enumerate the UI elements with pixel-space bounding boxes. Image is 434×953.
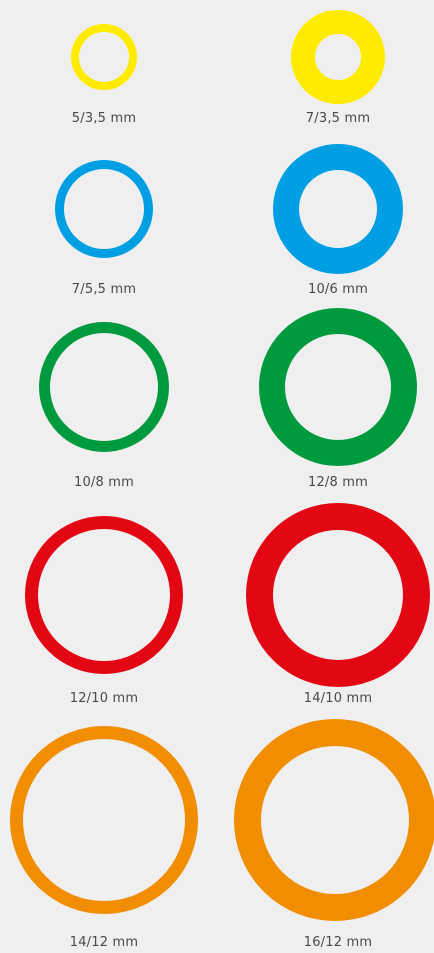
size-label-14-10: 14/10 mm [303,691,373,706]
ring-7-5-5 [55,160,153,258]
size-label-10-6: 10/6 mm [307,282,369,297]
ring-14-12 [10,726,198,914]
ring-10-8 [39,322,169,452]
size-label-10-8: 10/8 mm [73,475,135,490]
size-label-12-10: 12/10 mm [69,691,139,706]
size-label-14-12: 14/12 mm [69,935,139,950]
ring-14-10 [246,503,430,687]
size-label-5-3-5: 5/3,5 mm [71,111,137,126]
size-label-7-3-5: 7/3,5 mm [305,111,371,126]
ring-12-10 [25,516,183,674]
size-label-16-12: 16/12 mm [303,935,373,950]
ring-10-6 [273,144,403,274]
ring-12-8 [259,308,417,466]
size-label-7-5-5: 7/5,5 mm [71,282,137,297]
ring-5-3-5 [71,24,137,90]
ring-16-12 [234,719,434,921]
ring-7-3-5 [291,10,385,104]
size-label-12-8: 12/8 mm [307,475,369,490]
